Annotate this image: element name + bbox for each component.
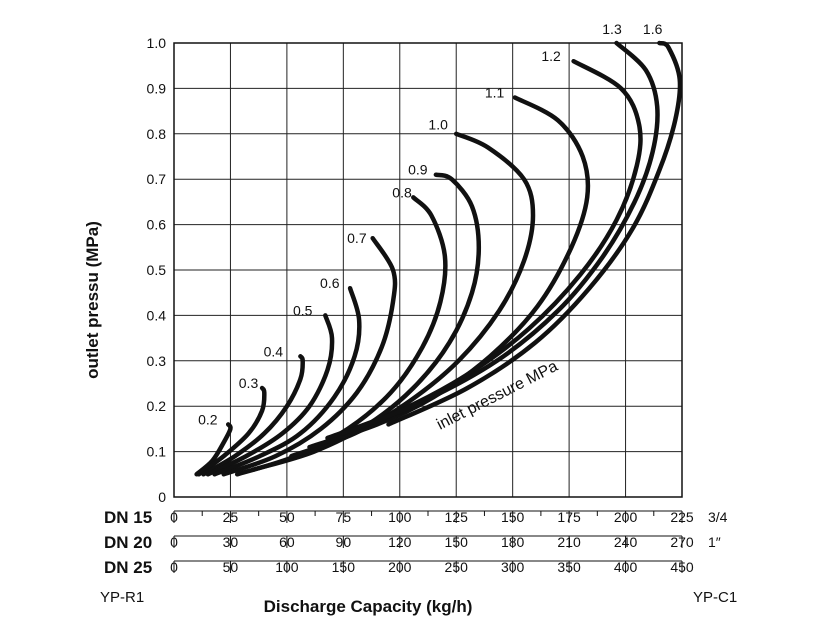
y-tick-labels: 0 0.1 0.2 0.3 0.4 0.5 0.6 0.7 0.8 0.9 1.0 (147, 35, 167, 505)
x-scale-suffix: 1″ (708, 534, 721, 550)
curve-label-0-4: 0.4 (264, 343, 284, 359)
x-tick-label: 30 (223, 534, 239, 550)
y-tick-label: 0.8 (147, 126, 167, 142)
x-tick-label: 150 (445, 534, 469, 550)
y-tick-label: 0.5 (147, 262, 167, 278)
curve-0-6 (212, 285, 362, 477)
x-tick-label: 60 (279, 534, 295, 550)
x-tick-label: 90 (336, 534, 352, 550)
x-scale-name: DN 20 (104, 533, 152, 552)
y-axis-title: outlet pressu (MPa) (83, 221, 102, 379)
curve-label-1-0: 1.0 (428, 116, 448, 132)
y-tick-label: 0.1 (147, 444, 167, 460)
curve-1-1 (307, 95, 591, 450)
x-tick-label: 225 (670, 509, 694, 525)
x-tick-label: 200 (388, 559, 412, 575)
curve-label-0-8: 0.8 (392, 184, 412, 200)
curves (194, 40, 683, 477)
curve-1-3 (341, 40, 660, 436)
x-tick-label: 125 (445, 509, 469, 525)
x-tick-label: 400 (614, 559, 638, 575)
x-tick-label: 50 (223, 559, 239, 575)
x-tick-label: 0 (170, 534, 178, 550)
y-tick-label: 1.0 (147, 35, 167, 51)
x-tick-label: 270 (670, 534, 694, 550)
x-tick-label: 0 (170, 509, 178, 525)
curve-1-6 (386, 40, 683, 427)
curve-0-3 (196, 385, 267, 477)
y-tick-label: 0.4 (147, 307, 167, 323)
y-tick-label: 0.2 (147, 398, 167, 414)
curve-1-2 (325, 58, 643, 441)
x-scale-name: DN 15 (104, 508, 152, 527)
x-tick-label: 75 (336, 509, 352, 525)
x-tick-label: 210 (557, 534, 581, 550)
x-tick-label: 240 (614, 534, 638, 550)
curve-0-5 (205, 313, 335, 477)
y-tick-label: 0.3 (147, 353, 167, 369)
right-model-label: YP-C1 (693, 589, 737, 606)
x-tick-label: 150 (332, 559, 356, 575)
y-tick-label: 0.9 (147, 80, 167, 96)
curve-label-1-1: 1.1 (485, 84, 505, 100)
curve-label-0-5: 0.5 (293, 302, 313, 318)
x-tick-label: 180 (501, 534, 525, 550)
y-tick-label: 0 (158, 489, 166, 505)
curve-label-0-6: 0.6 (320, 275, 340, 291)
curve-0-4 (201, 354, 305, 477)
x-tick-label: 100 (388, 509, 412, 525)
curve-label-0-3: 0.3 (239, 375, 259, 391)
x-tick-label: 350 (557, 559, 581, 575)
curve-label-0-7: 0.7 (347, 230, 367, 246)
curve-0-7 (221, 235, 398, 477)
left-model-label: YP-R1 (100, 589, 144, 606)
curve-label-0-2: 0.2 (198, 411, 218, 427)
x-axis-title: Discharge Capacity (kg/h) (264, 597, 473, 616)
x-scales: DN 15 0 25 50 75 100 125 150 175 200 225 3/4 DN 20 0 3… (104, 508, 728, 577)
y-tick-label: 0.6 (147, 217, 167, 233)
curve-label-1-3: 1.3 (602, 21, 622, 37)
x-tick-label: 250 (445, 559, 469, 575)
x-tick-label: 450 (670, 559, 694, 575)
curve-label-0-9: 0.9 (408, 162, 428, 178)
y-tick-label: 0.7 (147, 171, 167, 187)
x-tick-label: 200 (614, 509, 638, 525)
x-tick-label: 150 (501, 509, 525, 525)
x-tick-label: 300 (501, 559, 525, 575)
x-scale-name: DN 25 (104, 558, 152, 577)
x-tick-label: 100 (275, 559, 299, 575)
x-scale-suffix: 3/4 (708, 509, 728, 525)
x-tick-label: 0 (170, 559, 178, 575)
curve-label-1-2: 1.2 (541, 48, 561, 64)
x-tick-label: 175 (557, 509, 581, 525)
x-tick-label: 120 (388, 534, 412, 550)
plot-frame (173, 42, 683, 498)
x-tick-label: 50 (279, 509, 295, 525)
curve-labels: 0.2 0.3 0.4 0.5 0.6 0.7 0.8 0.9 1.0 1.1 1.2 1.3 1.6 (198, 21, 662, 427)
x-tick-label: 25 (223, 509, 239, 525)
curve-label-1-6: 1.6 (643, 21, 663, 37)
